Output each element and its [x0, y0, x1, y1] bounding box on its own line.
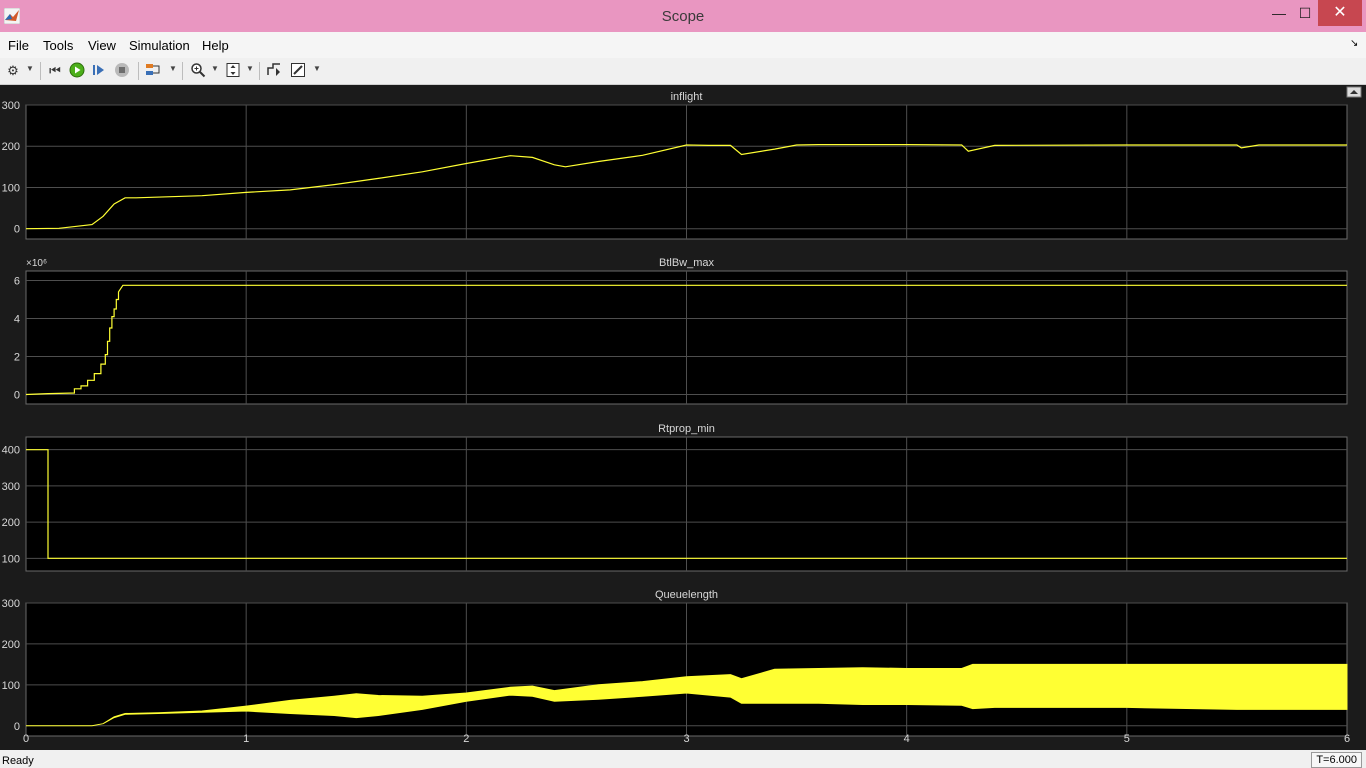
menu-tools[interactable]: Tools [43, 38, 74, 53]
menu-simulation[interactable]: Simulation [129, 38, 190, 53]
menu-view[interactable]: View [88, 38, 116, 53]
plot-title: BtlBw_max [659, 257, 715, 269]
toolbar-separator [259, 62, 260, 80]
y-tick-label: 200 [2, 639, 20, 651]
restore-icon[interactable]: ⏮ [49, 63, 61, 78]
y-tick-label: 200 [2, 517, 20, 529]
y-tick-label: 0 [14, 224, 20, 236]
title-bar: Scope — ☐ ✕ [0, 0, 1366, 32]
y-exponent-label: ×10⁶ [26, 258, 47, 269]
highlight-icon[interactable] [145, 62, 163, 80]
scope-panel-2: BtlBw_max ×10⁶ 0 2 4 6 [14, 257, 1348, 405]
x-tick-label: 4 [904, 733, 910, 745]
highlight-dropdown-icon[interactable]: ▼ [169, 64, 177, 73]
simulation-time: T=6.000 [1311, 752, 1362, 768]
y-tick-label: 4 [14, 314, 20, 326]
y-tick-label: 300 [2, 100, 20, 112]
x-tick-label: 0 [23, 733, 29, 745]
status-bar: Ready T=6.000 [0, 750, 1366, 768]
x-tick-label: 6 [1344, 733, 1350, 745]
matlab-logo-icon [4, 8, 20, 24]
plot-title: Queuelength [655, 589, 718, 601]
menu-help[interactable]: Help [202, 38, 229, 53]
close-button[interactable]: ✕ [1318, 0, 1362, 26]
status-text: Ready [2, 755, 34, 767]
x-tick-label: 5 [1124, 733, 1130, 745]
menu-bar: File Tools View Simulation Help ↘ [0, 32, 1366, 58]
collapse-icon[interactable] [1346, 86, 1362, 98]
step-forward-icon[interactable] [90, 62, 108, 80]
window-title: Scope [661, 8, 705, 25]
y-tick-label: 300 [2, 598, 20, 610]
y-tick-label: 200 [2, 141, 20, 153]
settings-dropdown-icon[interactable]: ▼ [26, 64, 34, 73]
maximize-button[interactable]: ☐ [1298, 5, 1312, 21]
toolbar-separator [40, 62, 41, 80]
scope-panel-4: Queuelength 0 100 200 300 [2, 589, 1348, 737]
settings-icon[interactable]: ⚙ [7, 63, 19, 78]
scale-dropdown-icon[interactable]: ▼ [246, 64, 254, 73]
edit-dropdown-icon[interactable]: ▼ [313, 64, 321, 73]
triggers-icon[interactable] [265, 62, 283, 80]
edit-icon[interactable] [289, 62, 307, 80]
zoom-dropdown-icon[interactable]: ▼ [211, 64, 219, 73]
plot-title: Rtprop_min [658, 423, 715, 435]
series-line [25, 143, 1347, 230]
x-tick-label: 2 [463, 733, 469, 745]
y-tick-label: 0 [14, 390, 20, 402]
toolbar-separator [138, 62, 139, 80]
y-tick-label: 400 [2, 445, 20, 457]
toolbar: ⚙ ▼ ⏮ ▼ ▼ ▼ ▼ [0, 58, 1366, 85]
scope-plot-area[interactable]: inflight0100200300BtlBw_max×10⁶0246Rtpro… [0, 86, 1366, 748]
scale-axes-icon[interactable] [224, 62, 242, 80]
y-tick-label: 100 [2, 680, 20, 692]
series-area [26, 663, 1348, 727]
stop-icon[interactable] [113, 62, 131, 80]
minimize-button[interactable]: — [1272, 5, 1286, 21]
zoom-icon[interactable] [189, 62, 207, 80]
x-tick-label: 1 [243, 733, 249, 745]
menu-file[interactable]: File [8, 38, 29, 53]
scope-panel-1: inflight 0 100 200 300 [2, 91, 1348, 240]
y-tick-label: 2 [14, 352, 20, 364]
scope-panel-3: Rtprop_min 100 200 300 400 [2, 423, 1348, 572]
plot-title: inflight [671, 91, 703, 103]
toolbar-separator [182, 62, 183, 80]
x-axis: 0 1 2 3 4 5 6 [23, 733, 1350, 745]
run-icon[interactable] [68, 62, 86, 80]
x-tick-label: 3 [683, 733, 689, 745]
y-tick-label: 0 [14, 721, 20, 733]
y-tick-label: 300 [2, 481, 20, 493]
undock-icon[interactable]: ↘ [1350, 38, 1359, 49]
series-line [26, 449, 1347, 559]
y-tick-label: 100 [2, 553, 20, 565]
series-line [25, 284, 1347, 396]
y-tick-label: 6 [14, 276, 20, 288]
y-tick-label: 100 [2, 182, 20, 194]
